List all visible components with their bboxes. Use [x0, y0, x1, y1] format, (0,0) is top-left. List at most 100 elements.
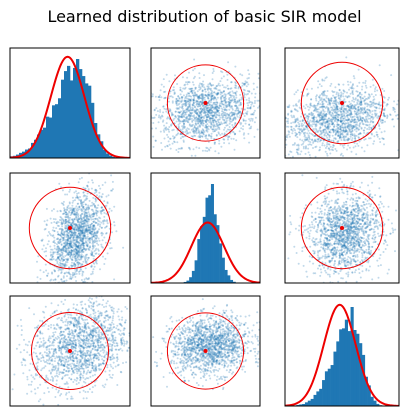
sample-point: [248, 73, 250, 75]
sample-point: [234, 66, 236, 68]
sample-point: [336, 107, 338, 109]
sample-point: [64, 220, 66, 222]
sample-point: [177, 151, 179, 153]
sample-point: [99, 268, 101, 270]
sample-point: [73, 274, 75, 276]
sample-point: [299, 153, 301, 155]
sample-point: [228, 102, 230, 104]
sample-point: [334, 112, 336, 114]
sample-point: [361, 86, 363, 88]
sample-point: [334, 120, 336, 122]
sample-point: [145, 158, 147, 160]
sample-point: [195, 146, 197, 148]
sample-point: [188, 147, 190, 149]
sample-point: [170, 148, 172, 150]
sample-point: [62, 203, 64, 205]
sample-point: [251, 113, 253, 115]
sample-point: [220, 93, 222, 95]
sample-point: [212, 131, 214, 133]
sample-point: [267, 103, 269, 105]
histogram-panel-r0c0: [10, 57, 130, 158]
sample-point: [243, 134, 245, 136]
sample-point: [217, 97, 219, 99]
sample-point: [294, 159, 296, 161]
sample-point: [228, 97, 230, 99]
sample-point: [204, 120, 206, 122]
sample-point: [291, 128, 293, 130]
sample-point: [56, 262, 58, 264]
sample-point: [348, 89, 350, 91]
sample-point: [378, 101, 380, 103]
sample-point: [252, 120, 254, 122]
sample-point: [375, 110, 377, 112]
sample-point: [191, 118, 193, 120]
sample-point: [52, 235, 54, 237]
sample-point: [243, 92, 245, 94]
sample-point: [344, 144, 346, 146]
sample-point: [54, 245, 56, 247]
sample-point: [194, 76, 196, 78]
sample-point: [187, 109, 189, 111]
sample-point: [301, 131, 303, 133]
sample-point: [346, 126, 348, 128]
sample-point: [282, 110, 284, 112]
sample-point: [242, 128, 244, 130]
sample-point: [347, 193, 349, 195]
sample-point: [208, 115, 210, 117]
sample-point: [373, 96, 375, 98]
sample-point: [246, 102, 248, 104]
sample-point: [221, 71, 223, 73]
sample-point: [343, 122, 345, 124]
sample-point: [92, 197, 94, 199]
sample-point: [336, 92, 338, 94]
sample-point: [310, 99, 312, 101]
sample-point: [303, 147, 305, 149]
sample-point: [268, 101, 270, 103]
sample-point: [353, 98, 355, 100]
sample-point: [165, 126, 167, 128]
histogram-bar: [371, 397, 374, 406]
sample-point: [160, 89, 162, 91]
sample-point: [298, 165, 300, 167]
sample-point: [180, 137, 182, 139]
sample-point: [300, 151, 302, 153]
sample-point: [212, 68, 214, 70]
sample-point: [186, 95, 188, 97]
sample-point: [69, 217, 71, 219]
sample-point: [184, 127, 186, 129]
sample-point: [382, 119, 384, 121]
sample-point: [214, 107, 216, 109]
sample-point: [340, 132, 342, 134]
sample-point: [203, 123, 205, 125]
sample-point: [219, 102, 221, 104]
sample-point: [309, 132, 311, 134]
sample-point: [319, 114, 321, 116]
sample-point: [46, 287, 48, 289]
sample-point: [214, 150, 216, 152]
sample-point: [62, 237, 64, 239]
sample-point: [163, 78, 165, 80]
sample-point: [208, 125, 210, 127]
sample-point: [291, 163, 293, 165]
sample-point: [400, 102, 402, 104]
sample-point: [89, 240, 91, 242]
sample-point: [241, 97, 243, 99]
sample-point: [269, 134, 271, 136]
sample-point: [201, 116, 203, 118]
sample-point: [66, 194, 68, 196]
sample-point: [319, 83, 321, 85]
sample-point: [360, 96, 362, 98]
sample-point: [369, 115, 371, 117]
sample-point: [193, 163, 195, 165]
sample-point: [346, 130, 348, 132]
sample-point: [401, 109, 403, 111]
sample-point: [373, 101, 375, 103]
sample-point: [153, 146, 155, 148]
sample-point: [159, 111, 161, 113]
sample-point: [147, 132, 149, 134]
sample-point: [93, 241, 95, 243]
sample-point: [57, 210, 59, 212]
sample-point: [74, 260, 76, 262]
sample-point: [73, 192, 75, 194]
sample-point: [66, 227, 68, 229]
